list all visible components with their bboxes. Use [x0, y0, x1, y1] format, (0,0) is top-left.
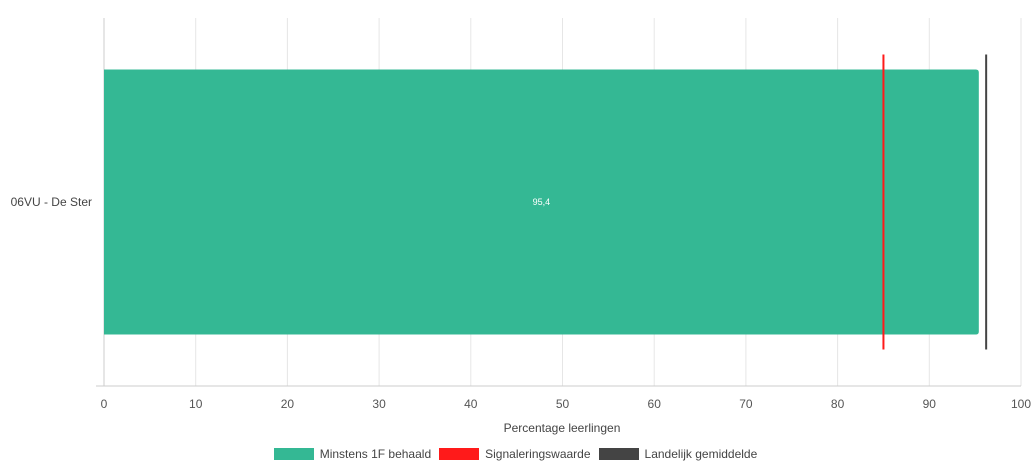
legend-label-minstens-1f: Minstens 1F behaald: [319, 447, 432, 461]
x-tick-label: 100: [1011, 397, 1031, 411]
reference-lines: [882, 54, 988, 350]
legend-item-signaleringswaarde[interactable]: Signaleringswaarde: [439, 447, 591, 461]
x-tick-label: 70: [739, 397, 753, 411]
x-axis-title: Percentage leerlingen: [504, 421, 621, 435]
legend-swatch-minstens-1f: [273, 448, 314, 460]
legend-label-landelijk-gemiddelde: Landelijk gemiddelde: [644, 447, 758, 461]
x-tick-label: 30: [372, 397, 386, 411]
y-axis-categories: 06VU - De Ster: [11, 195, 92, 209]
bar-chart: 95,4 0 10 20 30 40 50 60 70 80 90 100 06VU - De St…: [11, 18, 1031, 435]
x-tick-label: 40: [464, 397, 478, 411]
bar[interactable]: [104, 69, 979, 335]
legend-item-minstens-1f[interactable]: Minstens 1F behaald: [273, 447, 432, 461]
x-tick-label: 20: [281, 397, 295, 411]
x-axis-ticks: 0 10 20 30 40 50 60 70 80 90 100: [101, 397, 1031, 411]
bar-data-label: 95,4: [533, 197, 551, 207]
bar-series: 95,4: [104, 69, 979, 335]
x-tick-label: 0: [101, 397, 108, 411]
x-tick-label: 50: [556, 397, 570, 411]
legend-item-landelijk-gemiddelde[interactable]: Landelijk gemiddelde: [598, 447, 758, 461]
legend-swatch-landelijk-gemiddelde: [598, 448, 639, 460]
category-label: 06VU - De Ster: [11, 195, 92, 209]
x-tick-label: 80: [831, 397, 845, 411]
x-tick-label: 60: [648, 397, 662, 411]
x-tick-label: 10: [189, 397, 203, 411]
x-tick-label: 90: [923, 397, 937, 411]
legend-label-signaleringswaarde: Signaleringswaarde: [485, 447, 591, 461]
legend: Minstens 1F behaald Signaleringswaarde L…: [0, 444, 1031, 464]
legend-swatch-signaleringswaarde: [439, 448, 480, 460]
